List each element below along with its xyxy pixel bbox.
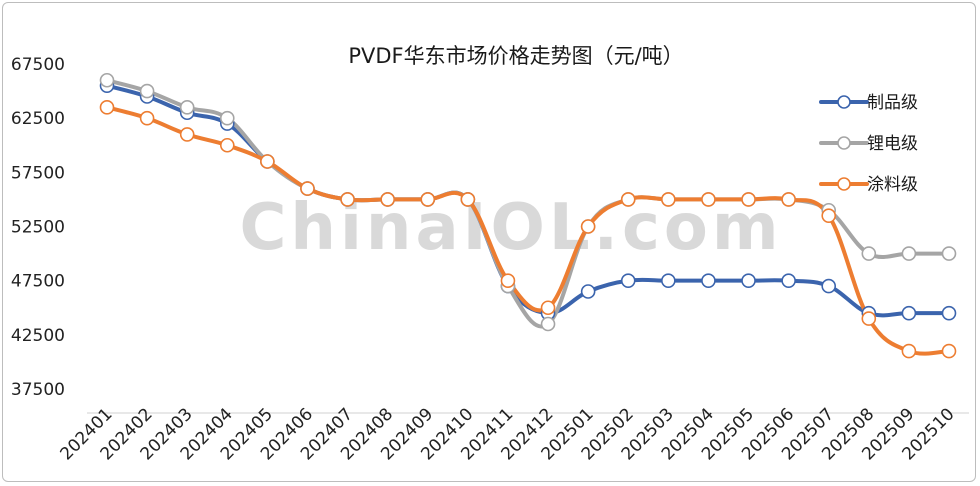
data-point-3	[741, 192, 756, 207]
data-point-3	[781, 192, 796, 207]
data-point-3	[219, 137, 235, 153]
data-point-2	[219, 110, 235, 126]
data-point-3	[580, 219, 596, 234]
data-point-3	[941, 343, 957, 359]
data-point-3	[701, 192, 716, 207]
legend-marker	[837, 95, 851, 109]
legend-label: 锂电级	[867, 134, 918, 154]
data-point-2	[540, 316, 556, 332]
data-point-3	[460, 192, 476, 207]
legend-marker	[837, 177, 851, 191]
data-point-3	[420, 192, 436, 207]
y-tick-label: 62500	[11, 109, 65, 129]
data-point-1	[901, 305, 917, 321]
data-point-1	[741, 273, 756, 288]
series-group	[99, 72, 957, 359]
line-chart: ChinaIOL.com PVDF华东市场价格走势图（元/吨） 37500 425…	[11, 44, 969, 464]
y-tick-label: 67500	[11, 55, 65, 75]
data-point-1	[620, 273, 636, 288]
y-axis: 37500 42500 47500 52500 57500 62500 67500	[11, 55, 65, 400]
data-point-3	[620, 192, 636, 207]
y-tick-label: 52500	[11, 218, 65, 238]
y-tick-label: 47500	[11, 272, 65, 292]
data-point-1	[781, 273, 796, 288]
y-tick-label: 42500	[11, 326, 65, 346]
y-tick-label: 37500	[11, 380, 65, 400]
data-point-2	[901, 246, 917, 261]
data-point-1	[580, 284, 596, 299]
data-point-1	[941, 305, 957, 321]
data-point-3	[821, 208, 837, 223]
legend-marker	[837, 136, 851, 150]
data-point-3	[99, 100, 115, 115]
data-point-3	[380, 192, 395, 207]
data-point-3	[179, 127, 195, 142]
data-point-3	[861, 311, 877, 326]
data-point-3	[139, 110, 155, 126]
data-point-2	[99, 72, 115, 88]
data-point-2	[941, 246, 957, 261]
data-point-1	[661, 273, 676, 288]
data-point-3	[500, 273, 516, 288]
data-point-3	[901, 343, 917, 359]
watermark: ChinaIOL.com	[239, 191, 782, 265]
data-point-1	[701, 273, 716, 288]
legend-label: 涂料级	[867, 175, 918, 195]
chart-title: PVDF华东市场价格走势图（元/吨）	[348, 44, 683, 68]
data-point-2	[139, 83, 155, 99]
data-point-2	[861, 246, 877, 261]
data-point-3	[340, 192, 355, 207]
y-tick-label: 57500	[11, 163, 65, 183]
data-point-1	[821, 278, 837, 294]
data-point-3	[260, 154, 275, 169]
data-point-2	[179, 100, 195, 115]
series-line-3	[105, 105, 951, 356]
data-point-3	[300, 181, 315, 196]
x-axis: 2024012024022024032024042024052024062024…	[56, 404, 969, 464]
data-point-3	[661, 192, 676, 207]
data-point-3	[540, 300, 556, 316]
legend-label: 制品级	[867, 93, 918, 113]
